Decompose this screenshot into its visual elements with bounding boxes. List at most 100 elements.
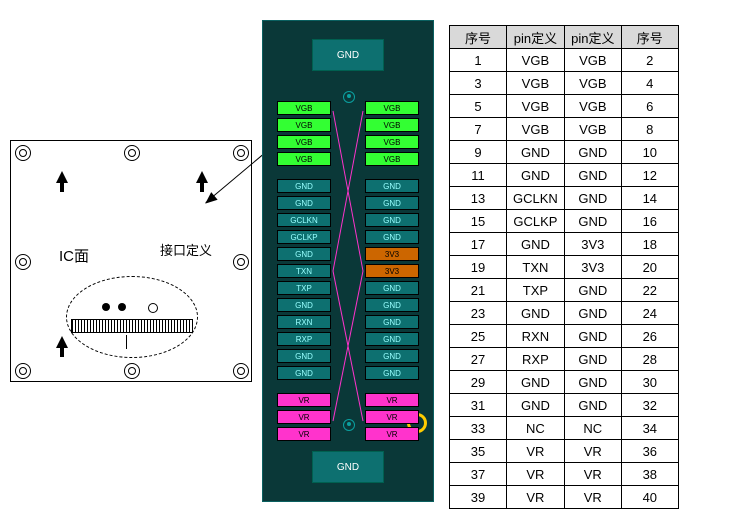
connector-strip [71,319,193,333]
table-cell: GND [564,141,621,164]
table-cell: 22 [621,279,678,302]
table-row: 17GND3V318 [450,233,679,256]
table-cell: 38 [621,463,678,486]
table-cell: 6 [621,95,678,118]
table-cell: NC [564,417,621,440]
table-row: 33NCNC34 [450,417,679,440]
table-cell: 31 [450,394,507,417]
table-cell: 15 [450,210,507,233]
table-cell: GND [564,394,621,417]
table-row: 23GNDGND24 [450,302,679,325]
table-cell: 24 [621,302,678,325]
mounting-screw-icon [124,363,140,379]
mounting-screw-icon [15,145,31,161]
pin-gnd: GND [277,196,331,210]
table-cell: VGB [507,95,565,118]
table-cell: 20 [621,256,678,279]
table-cell: 1 [450,49,507,72]
table-row: 21TXPGND22 [450,279,679,302]
table-row: 29GNDGND30 [450,371,679,394]
table-cell: VR [564,440,621,463]
pin-vr: VR [277,410,331,424]
pin-txn: TXN [277,264,331,278]
table-cell: 7 [450,118,507,141]
pin-vr: VR [365,427,419,441]
mounting-screw-icon [233,254,249,270]
table-row: 11GNDGND12 [450,164,679,187]
table-cell: 17 [450,233,507,256]
pin-gnd: GND [277,349,331,363]
table-cell: 29 [450,371,507,394]
pin-rxn: RXN [277,315,331,329]
table-cell: VGB [507,118,565,141]
table-cell: GND [564,187,621,210]
table-cell: GND [507,141,565,164]
table-row: 35VRVR36 [450,440,679,463]
table-cell: 33 [450,417,507,440]
table-cell: GND [564,210,621,233]
connector-tick [126,335,127,349]
table-cell: RXP [507,348,565,371]
pin-3v3: 3V3 [365,247,419,261]
via-top [343,91,355,103]
table-cell: 32 [621,394,678,417]
mounting-screw-icon [15,363,31,379]
table-cell: GND [507,302,565,325]
orientation-arrow-icon [196,171,208,183]
connector-highlight-circle [66,276,198,358]
pin-gnd: GND [365,349,419,363]
table-row: 19TXN3V320 [450,256,679,279]
connector-area [66,291,196,351]
gnd-pad-bottom: GND [312,451,384,483]
table-cell: VGB [507,72,565,95]
via-bottom [343,419,355,431]
pin-vgb: VGB [365,101,419,115]
alignment-dot [102,303,110,311]
pin-gnd: GND [277,298,331,312]
alignment-dot [118,303,126,311]
pin-rxp: RXP [277,332,331,346]
pin-gnd: GND [365,179,419,193]
pin-gnd: GND [365,332,419,346]
table-cell: TXN [507,256,565,279]
pin-vr: VR [365,410,419,424]
table-cell: 30 [621,371,678,394]
pin-vgb: VGB [277,101,331,115]
pin-3v3: 3V3 [365,264,419,278]
table-cell: 28 [621,348,678,371]
pin-vr: VR [365,393,419,407]
pin-definition-table: 序号pin定义pin定义序号 1VGBVGB23VGBVGB45VGBVGB67… [449,25,679,509]
gnd-pad-top: GND [312,39,384,71]
table-cell: 12 [621,164,678,187]
table-cell: 19 [450,256,507,279]
table-row: 39VRVR40 [450,486,679,509]
table-header: pin定义 [507,26,565,49]
table-cell: VGB [564,72,621,95]
table-row: 5VGBVGB6 [450,95,679,118]
table-cell: 13 [450,187,507,210]
pin-gclkn: GCLKN [277,213,331,227]
table-cell: 2 [621,49,678,72]
table-cell: 3V3 [564,233,621,256]
table-row: 13GCLKNGND14 [450,187,679,210]
pin-gnd: GND [277,179,331,193]
table-cell: GND [564,348,621,371]
orientation-arrow-icon [56,336,68,348]
table-cell: 34 [621,417,678,440]
table-cell: VGB [564,118,621,141]
table-cell: GND [507,233,565,256]
table-row: 1VGBVGB2 [450,49,679,72]
pin-gnd: GND [277,247,331,261]
pin-gnd: GND [365,281,419,295]
pin-vgb: VGB [365,152,419,166]
table-row: 9GNDGND10 [450,141,679,164]
pin-vr: VR [277,427,331,441]
pin-vgb: VGB [365,118,419,132]
table-cell: 16 [621,210,678,233]
table-cell: 18 [621,233,678,256]
table-cell: GND [507,164,565,187]
table-cell: 35 [450,440,507,463]
table-cell: VGB [507,49,565,72]
table-cell: 9 [450,141,507,164]
table-cell: VR [507,440,565,463]
